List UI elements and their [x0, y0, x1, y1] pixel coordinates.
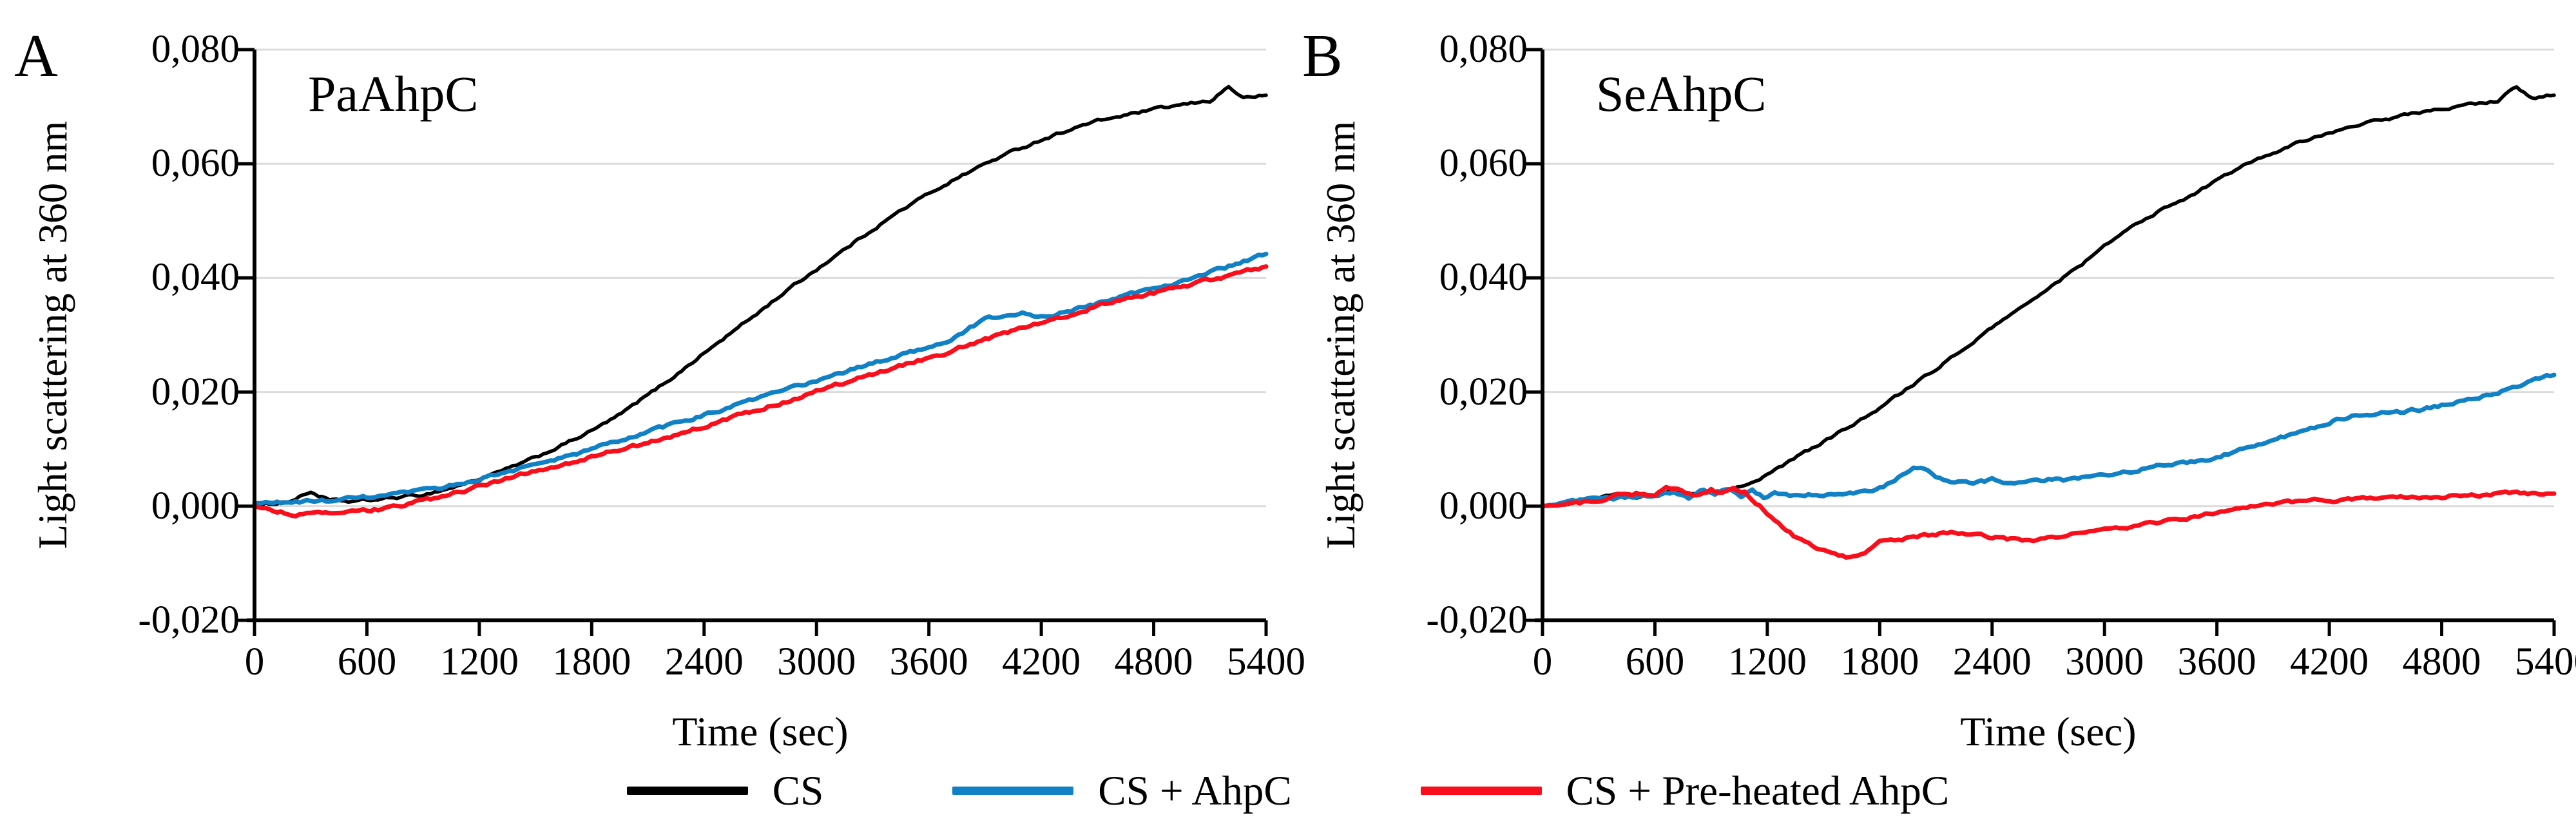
- x-tick-label: 3600: [2177, 640, 2256, 683]
- series-line-cs-pre-heated-ahpc: [1540, 484, 2557, 560]
- legend-label: CS + Pre-heated AhpC: [1566, 767, 1950, 814]
- panel-letter-a: A: [14, 23, 58, 90]
- y-tick-label: 0,060: [151, 142, 240, 186]
- panel-letter-b: B: [1302, 23, 1343, 90]
- x-tick-label: 0: [1532, 640, 1553, 683]
- x-tick-label: 3600: [889, 640, 968, 683]
- y-tick-label: 0,080: [1439, 28, 1528, 71]
- panel-title-seahpc: SeAhpC: [1596, 66, 1767, 122]
- x-tick-label: 5400: [1227, 640, 1305, 683]
- y-tick-label: 0,000: [1439, 484, 1528, 528]
- x-tick-label: 0: [244, 640, 265, 683]
- panel-b: B SeAhpC Light scattering at 360 nm 0,08…: [1288, 0, 2576, 831]
- x-tick-label: 4200: [1002, 640, 1081, 683]
- panel-title-paahpc: PaAhpC: [308, 66, 479, 122]
- x-tick-label: 2400: [664, 640, 744, 683]
- y-tick-label: 0,060: [1439, 142, 1528, 186]
- y-tick-labels: 0,080 0,060 0,040 0,020 0,000 -0,020: [0, 0, 240, 709]
- x-axis-title: Time (sec): [672, 709, 849, 754]
- series-line-cs-ahpc: [1540, 372, 2557, 509]
- x-tick-label: 4800: [2402, 640, 2481, 683]
- legend-swatch-cs-ahpc: [952, 787, 1074, 795]
- y-tick-label: 0,020: [1439, 370, 1528, 414]
- x-tick-label: 1800: [552, 640, 631, 683]
- x-tick-label: 1800: [1840, 640, 1919, 683]
- legend-item-cs-ahpc: CS + AhpC: [952, 761, 1292, 821]
- x-tick-label: 600: [1625, 640, 1685, 683]
- x-tick-label: 4800: [1114, 640, 1193, 683]
- panel-a: A PaAhpC Light scattering at 360 nm 0,08…: [0, 0, 1305, 754]
- series-line-cs: [1541, 85, 2556, 508]
- x-tick-label: 3000: [2065, 640, 2144, 683]
- x-tick-label: 2400: [1952, 640, 2032, 683]
- plot-area: [1525, 48, 2557, 636]
- x-tick-label: 4200: [2290, 640, 2369, 683]
- x-axis-title: Time (sec): [1960, 709, 2137, 754]
- legend: CS CS + AhpC CS + Pre-heated AhpC: [0, 760, 2576, 821]
- y-tick-label: 0,020: [151, 370, 240, 414]
- legend-swatch-cs: [626, 787, 748, 795]
- y-tick-label: 0,040: [1439, 256, 1528, 300]
- series-line-cs-pre-heated-ahpc: [252, 264, 1269, 519]
- x-tick-label: 3000: [777, 640, 856, 683]
- x-tick-label: 1200: [1727, 640, 1807, 683]
- x-tick-label: 600: [337, 640, 397, 683]
- series-line-cs: [253, 84, 1268, 508]
- y-tick-label: 0,000: [151, 484, 240, 528]
- y-tick-label: -0,020: [1426, 598, 1528, 642]
- legend-item-cs: CS: [626, 761, 824, 821]
- y-tick-label: 0,080: [151, 28, 240, 71]
- legend-label: CS: [772, 767, 824, 814]
- legend-swatch-cs-pre-heated-ahpc: [1420, 787, 1542, 795]
- legend-label: CS + AhpC: [1098, 767, 1292, 814]
- series-line-cs-ahpc: [252, 251, 1269, 506]
- plot-area: [237, 48, 1269, 636]
- x-tick-labels: 0 600 1200 1800 2400 3000 3600 4200 4800 5400: [1288, 636, 2576, 689]
- y-tick-label: -0,020: [138, 598, 240, 642]
- x-tick-label: 5400: [2515, 640, 2576, 683]
- x-tick-label: 1200: [439, 640, 519, 683]
- y-tick-labels: 0,080 0,060 0,040 0,020 0,000 -0,020: [1288, 0, 1528, 709]
- x-tick-labels: 0 600 1200 1800 2400 3000 3600 4200 4800 5400: [0, 636, 1305, 689]
- legend-item-cs-pre-heated-ahpc: CS + Pre-heated AhpC: [1420, 761, 1950, 821]
- y-tick-label: 0,040: [151, 256, 240, 300]
